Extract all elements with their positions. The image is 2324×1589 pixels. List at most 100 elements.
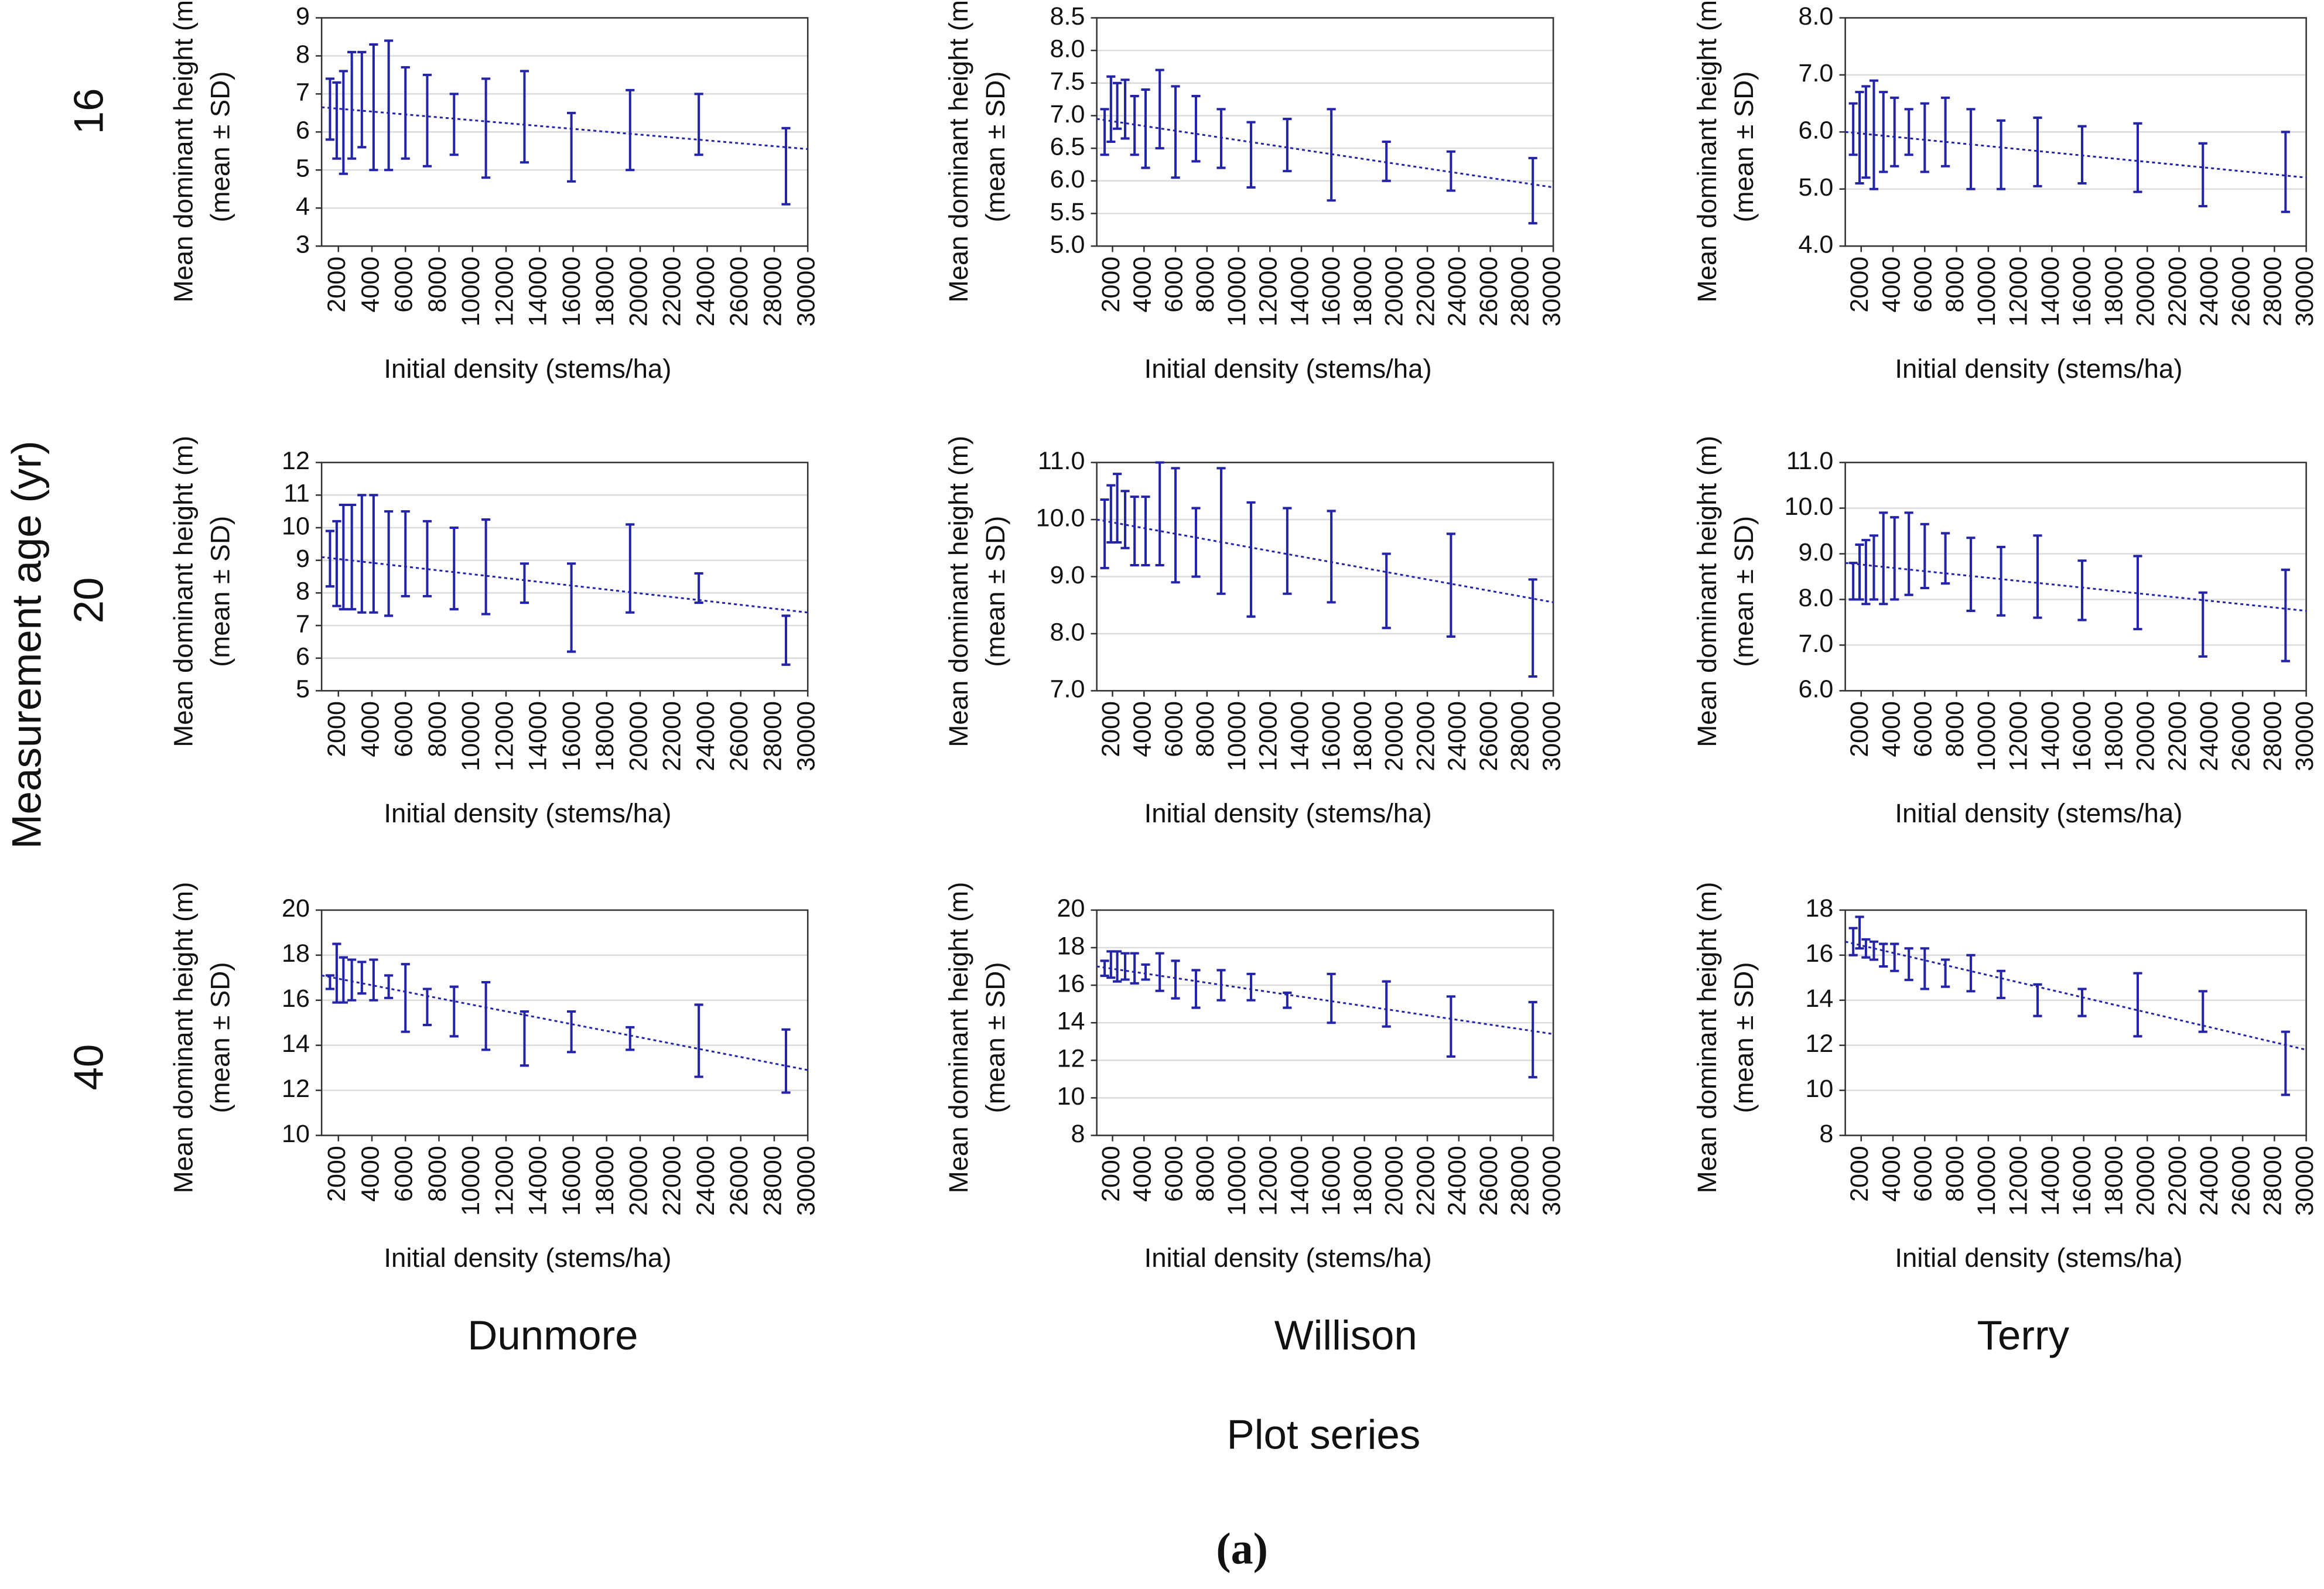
x-tick-label: 26000 [725,257,753,327]
x-tick-label: 22000 [2164,1146,2192,1216]
x-tick-label: 18000 [2100,701,2128,771]
error-bar [481,980,491,1051]
x-tick-label: 14000 [1286,257,1314,327]
x-tick-label: 6000 [1160,701,1188,757]
x-tick-label: 28000 [2259,1146,2287,1216]
error-bar [2077,125,2087,185]
error-bar [1904,511,1913,596]
x-tick-label: 20000 [1380,1146,1409,1216]
error-bar [347,958,357,1002]
x-tick-label: 2000 [1845,257,1874,313]
error-bar [369,43,378,172]
error-bar [1855,91,1864,185]
x-tick-label: 30000 [792,1146,821,1216]
error-bar [1446,995,1455,1058]
plot-frame [1844,909,2307,1136]
error-bar [2198,990,2207,1033]
x-tick-label: 12000 [1255,701,1283,771]
error-bar [1171,85,1180,179]
error-bar [781,614,791,666]
y-tick-label: 4.0 [1799,231,1834,259]
error-bar [1966,536,1976,612]
x-axis-label: Initial density (stems/ha) [384,354,671,384]
x-tick-label: 2000 [323,1146,351,1202]
y-tick-label: 12 [1057,1045,1085,1073]
y-axis-label: (mean ± SD) [980,516,1010,667]
y-tick-label: 8 [1071,1120,1085,1148]
x-tick-label: 28000 [2259,257,2287,327]
x-tick-label: 24000 [1443,1146,1471,1216]
y-tick-label: 10.0 [1785,493,1834,521]
error-bar [1966,108,1976,190]
x-tick-label: 12000 [2004,257,2032,327]
row-label: 20 [66,577,112,624]
x-tick-label: 16000 [558,1146,586,1216]
x-axis-label: Initial density (stems/ha) [384,1243,671,1273]
error-bar [1283,118,1292,173]
trend-line [1845,941,2306,1051]
y-tick-label: 6 [296,117,310,145]
error-bar [567,1010,576,1054]
x-tick-label: 20000 [1380,257,1409,327]
error-bar [481,518,491,616]
x-tick-label: 12000 [490,701,518,771]
error-bar [2033,983,2042,1017]
y-tick-label: 20 [1057,894,1085,922]
y-tick-label: 10 [1806,1075,1834,1103]
error-bar [1113,950,1122,983]
x-tick-label: 10000 [1973,701,2001,771]
y-tick-label: 9.0 [1050,561,1085,589]
x-tick-label: 8000 [423,701,452,757]
x-tick-label: 8000 [1941,701,1969,757]
x-tick-label: 22000 [658,1146,686,1216]
error-bar [1940,958,1950,988]
error-bar [1528,578,1537,678]
y-tick-label: 8.0 [1799,584,1834,612]
y-axis-label: Mean dominant height (m) [168,436,198,747]
y-tick-label: 9.0 [1799,538,1834,566]
x-tick-label: 22000 [658,701,686,771]
error-bar [2281,131,2290,213]
plot-frame [1844,462,2307,692]
x-tick-label: 2000 [1097,1146,1125,1202]
x-tick-label: 2000 [323,701,351,757]
y-tick-label: 5.0 [1799,173,1834,201]
y-tick-label: 5 [296,155,310,183]
x-tick-label: 20000 [1380,701,1409,771]
panel-label: (a) [1216,1525,1268,1574]
x-tick-label: 6000 [390,1146,418,1202]
y-tick-label: 10 [282,512,310,540]
x-tick-label: 4000 [1129,701,1157,757]
x-tick-label: 12000 [490,1146,518,1216]
error-bar [1848,102,1858,156]
x-tick-label: 14000 [2036,1146,2065,1216]
y-tick-label: 12 [1806,1030,1834,1058]
y-tick-label: 16 [1057,969,1085,997]
x-tick-label: 10000 [1973,257,2001,327]
y-axis-label: (mean ± SD) [1729,71,1759,223]
plot-area [322,462,808,691]
x-tick-label: 4000 [1129,257,1157,313]
x-tick-label: 28000 [758,257,787,327]
error-bar [1283,507,1292,595]
y-tick-label: 11.0 [1038,447,1085,475]
column-label: Dunmore [467,1313,638,1359]
x-tick-label: 4000 [1877,257,1905,313]
x-tick-label: 16000 [558,701,586,771]
x-tick-label: 10000 [457,257,485,327]
error-bar [1327,108,1336,202]
x-tick-label: 18000 [1349,1146,1377,1216]
error-bar [332,520,341,607]
error-bar [449,985,459,1038]
y-axis-label: Mean dominant height (m) [1692,436,1722,747]
x-tick-label: 10000 [1223,701,1251,771]
error-bar [781,127,791,206]
error-bar [1130,952,1139,985]
error-bar [369,494,378,614]
x-tick-label: 26000 [1475,1146,1503,1216]
error-bar [339,503,348,611]
error-bar [1904,947,1913,982]
error-bar [1155,952,1164,992]
x-tick-label: 6000 [1909,1146,1937,1202]
